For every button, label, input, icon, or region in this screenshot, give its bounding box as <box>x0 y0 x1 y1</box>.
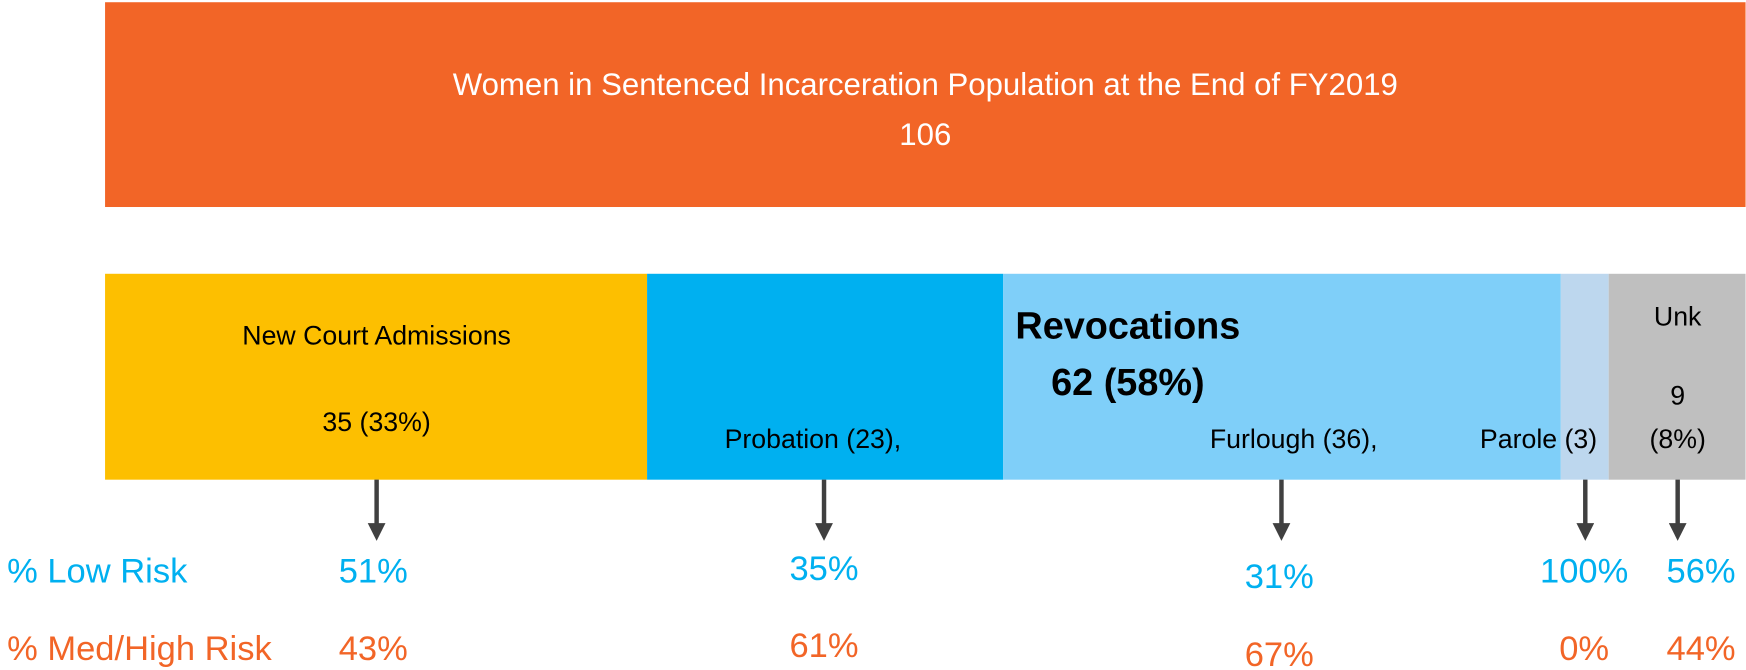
segment-label: Revocations <box>1015 305 1240 347</box>
low-risk-value: 51% <box>339 552 408 590</box>
high-risk-value: 67% <box>1245 636 1314 670</box>
segment-count: 62 (58%) <box>1051 362 1205 404</box>
subsegment-label: Probation (23), <box>725 424 902 454</box>
row-label: % Low Risk <box>7 552 188 590</box>
segment-count: 9 <box>1670 380 1685 410</box>
high-risk-value: 0% <box>1559 630 1609 668</box>
high-risk-value: 43% <box>339 630 408 668</box>
low-risk-value: 35% <box>789 550 858 588</box>
high-risk-value: 61% <box>789 627 858 665</box>
header-title: Women in Sentenced Incarceration Populat… <box>453 67 1398 102</box>
unknown-segment <box>1608 273 1746 480</box>
header-total: 106 <box>899 117 951 152</box>
low-risk-value: 100% <box>1540 552 1628 590</box>
subsegment-label: Furlough (36), <box>1210 424 1378 454</box>
low-risk-value: 31% <box>1245 558 1314 596</box>
new-court-segment <box>105 273 648 480</box>
row-label: % Med/High Risk <box>7 630 272 668</box>
subsegment-label: Parole (3) <box>1480 424 1597 454</box>
segment-label: New Court Admissions <box>242 320 511 350</box>
furlough-segment <box>1003 273 1561 480</box>
segment-count: 35 (33%) <box>322 407 430 437</box>
high-risk-value: 44% <box>1667 630 1736 668</box>
parole-segment <box>1560 273 1609 480</box>
low-risk-value: 56% <box>1667 552 1736 590</box>
segment-label: Unk <box>1654 301 1702 331</box>
header-box <box>105 2 1746 208</box>
probation-segment <box>647 273 1004 480</box>
segment-share: (8%) <box>1649 424 1705 454</box>
